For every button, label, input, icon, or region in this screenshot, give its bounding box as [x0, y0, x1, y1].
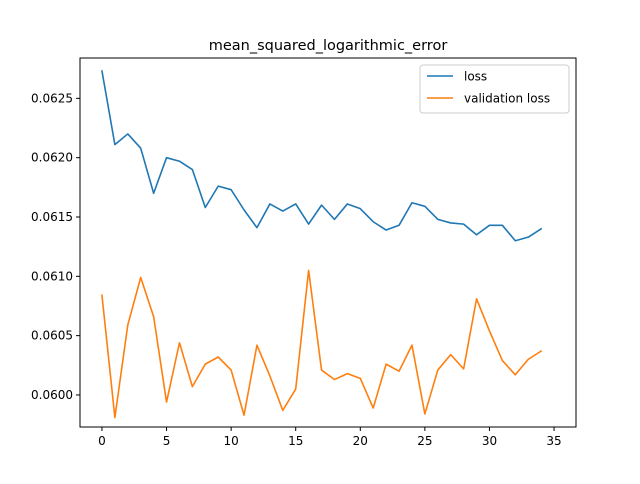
y-axis: 0.0600 0.0605 0.0610 0.0615 0.0620 0.0625 — [31, 91, 80, 402]
y-tick-label: 0.0625 — [31, 91, 73, 105]
series-layer — [101, 70, 543, 419]
legend: loss validation loss — [419, 64, 570, 114]
legend-label: validation loss — [464, 92, 550, 106]
series-line-loss — [101, 70, 543, 242]
series-line-validation-loss — [101, 269, 543, 419]
x-tick-label: 25 — [417, 434, 432, 448]
x-tick-label: 5 — [163, 434, 171, 448]
legend-box — [419, 64, 570, 114]
legend-items: loss validation loss — [427, 70, 550, 106]
y-tick-label: 0.0620 — [31, 151, 73, 165]
chart-title: mean_squared_logarithmic_error — [209, 38, 448, 54]
y-tick-label: 0.0605 — [31, 329, 73, 343]
x-tick-label: 20 — [353, 434, 368, 448]
y-tick-label: 0.0600 — [31, 388, 73, 402]
x-tick-label: 10 — [223, 434, 238, 448]
x-tick-label: 35 — [546, 434, 561, 448]
y-tick-label: 0.0610 — [31, 269, 73, 283]
x-tick-label: 15 — [288, 434, 303, 448]
y-tick-label: 0.0615 — [31, 210, 73, 224]
x-tick-label: 0 — [98, 434, 106, 448]
axes-frame — [79, 57, 577, 428]
legend-label: loss — [464, 70, 487, 84]
x-axis: 0 5 10 15 20 25 30 35 — [98, 427, 562, 448]
plot-area: 0 5 10 15 20 25 30 35 0.06000.06050.06100.06150… — [31, 57, 577, 448]
x-tick-label: 30 — [482, 434, 497, 448]
